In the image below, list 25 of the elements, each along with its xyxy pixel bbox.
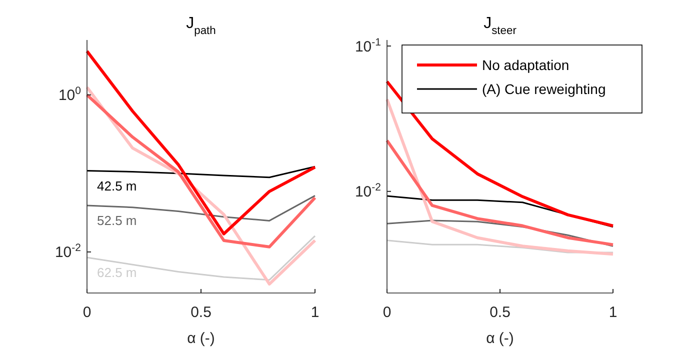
- line-series: [386, 80, 614, 228]
- line-series: [86, 235, 316, 281]
- line-series: [86, 166, 316, 178]
- line-series: [86, 93, 316, 248]
- y-tick-label: 10$^{-2}$: [54, 242, 82, 262]
- legend-label: (A) Cue reweighting: [482, 80, 606, 97]
- line-series: [386, 98, 614, 256]
- chart-title: J$_{steer}$: [484, 15, 517, 37]
- y-tick-label: 10$^{-1}$: [354, 36, 382, 56]
- x-axis-title: α (-): [486, 330, 514, 347]
- x-tick-label: 1: [608, 304, 618, 321]
- x-axis-title: α (-): [187, 330, 215, 347]
- chart-title: J$_{path}$: [186, 15, 216, 37]
- annotation: 52.5 m: [97, 213, 137, 228]
- y-tick-label: 10$^{-2}$: [354, 182, 382, 201]
- annotation: 42.5 m: [97, 178, 137, 194]
- y-tick-label: 10$^{0}$: [58, 85, 82, 104]
- x-tick-label: 0: [82, 304, 92, 321]
- line-series: [386, 138, 614, 246]
- x-tick-label: 1: [310, 304, 320, 321]
- x-tick-label: 0.5: [490, 304, 510, 321]
- x-tick-label: 0: [382, 304, 392, 321]
- x-tick-label: 0.5: [190, 304, 212, 321]
- legend-label: No adaptation: [482, 56, 570, 73]
- line-series: [86, 50, 316, 236]
